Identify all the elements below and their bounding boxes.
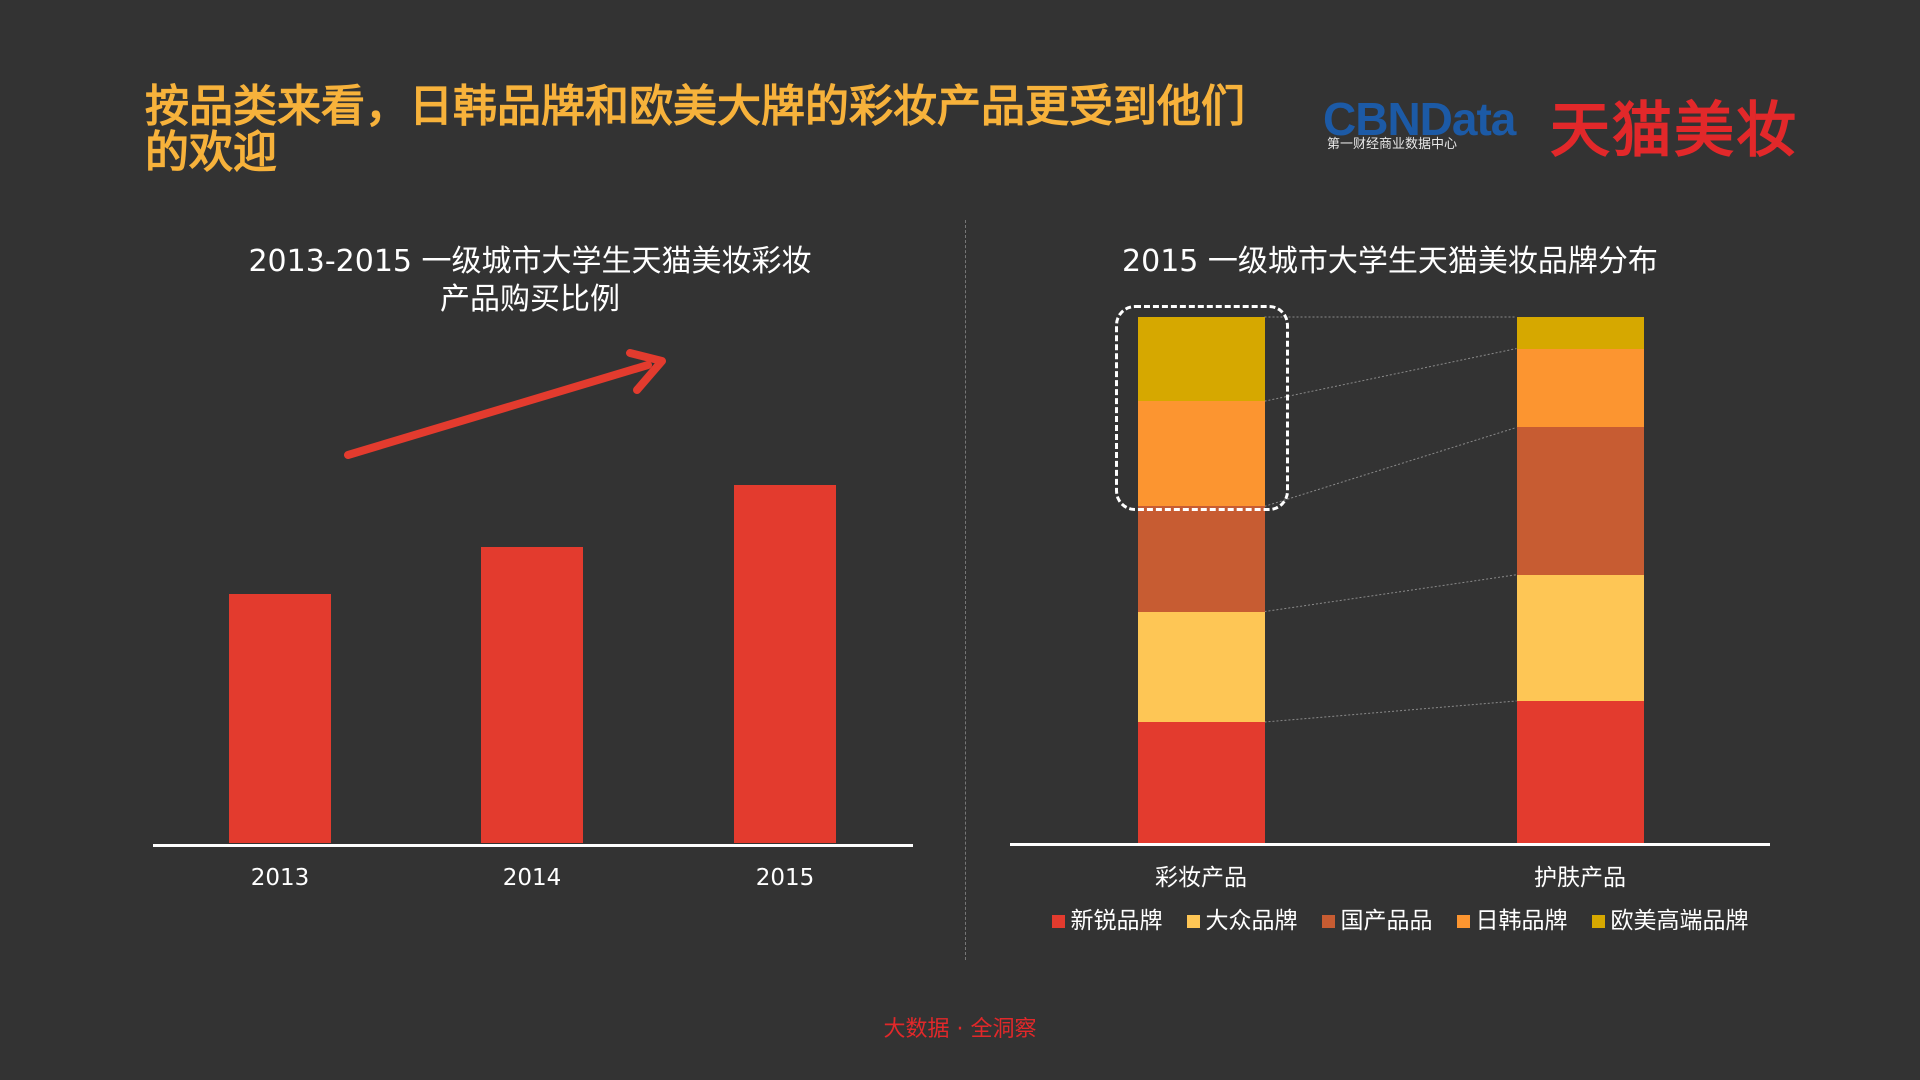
connector-line (1264, 700, 1517, 723)
purchase-ratio-chart-title-line-1: 2013-2015 一级城市大学生天猫美妆彩妆 (248, 244, 812, 279)
stack-segment-护肤产品-新锐品牌 (1516, 700, 1644, 843)
legend-swatch (1186, 914, 1200, 928)
purchase-ratio-x-axis (153, 844, 913, 847)
stack-segment-护肤产品-欧美高端品牌 (1516, 317, 1644, 349)
legend-label: 国产品品 (1340, 908, 1433, 934)
legend-swatch (1321, 914, 1335, 928)
stack-segment-护肤产品-日韩品牌 (1516, 348, 1644, 428)
x-tick-label: 2015 (755, 865, 815, 891)
cbndata-logo-word: CBNData (1323, 93, 1516, 145)
legend-item: 国产品品 (1321, 906, 1433, 936)
legend-item: 欧美高端品牌 (1591, 906, 1749, 936)
footer-tagline: 大数据 · 全洞察 (883, 1017, 1037, 1042)
stack-segment-彩妆产品-日韩品牌 (1137, 401, 1265, 507)
legend-label: 日韩品牌 (1475, 908, 1568, 934)
stack-segment-彩妆产品-欧美高端品牌 (1137, 317, 1265, 402)
stack-segment-护肤产品-国产品品 (1516, 427, 1644, 575)
stack-segment-彩妆产品-大众品牌 (1137, 611, 1265, 722)
connector-line (1264, 574, 1517, 613)
connector-line (1264, 426, 1517, 507)
bar-2013 (229, 594, 331, 843)
legend-item: 大众品牌 (1186, 906, 1298, 936)
bar-2014 (481, 546, 583, 843)
legend-label: 欧美高端品牌 (1610, 908, 1749, 934)
legend-label: 新锐品牌 (1070, 908, 1163, 934)
headline: 按品类来看，日韩品牌和欧美大牌的彩妆产品更受到他们的欢迎 (145, 81, 1245, 178)
cbndata-logo: CBNData 第一财经商业数据中心 (1323, 94, 1528, 164)
brand-distribution-legend: 新锐品牌 大众品牌 国产品品 日韩品牌 欧美高端品牌 (1040, 906, 1760, 936)
highlight-dashed-box (1115, 305, 1289, 511)
legend-swatch (1456, 914, 1470, 928)
stack-segment-护肤产品-大众品牌 (1516, 574, 1644, 701)
bar-2015 (734, 485, 836, 843)
legend-swatch (1591, 914, 1605, 928)
x-tick-label: 2013 (250, 865, 310, 891)
stack-segment-彩妆产品-国产品品 (1137, 506, 1265, 612)
brand-distribution-x-axis (1010, 843, 1770, 846)
x-tick-label: 2014 (502, 865, 562, 891)
legend-item: 新锐品牌 (1051, 906, 1163, 936)
purchase-ratio-chart-title: 2013-2015 一级城市大学生天猫美妆彩妆 产品购买比例 (230, 243, 830, 319)
purchase-ratio-chart-title-line-2: 产品购买比例 (440, 282, 620, 317)
cbndata-logo-subtitle: 第一财经商业数据中心 (1327, 137, 1458, 152)
x-tick-label: 护肤产品 (1534, 865, 1626, 891)
brand-distribution-chart-title: 2015 一级城市大学生天猫美妆品牌分布 (1122, 244, 1658, 279)
tmall-beauty-logo: 天猫美妆 (1550, 96, 1798, 166)
stack-segment-彩妆产品-新锐品牌 (1137, 722, 1265, 843)
connector-line (1264, 348, 1517, 402)
x-tick-label: 彩妆产品 (1155, 865, 1247, 891)
legend-item: 日韩品牌 (1456, 906, 1568, 936)
legend-swatch (1051, 914, 1065, 928)
center-divider (965, 220, 966, 960)
legend-label: 大众品牌 (1205, 908, 1298, 934)
